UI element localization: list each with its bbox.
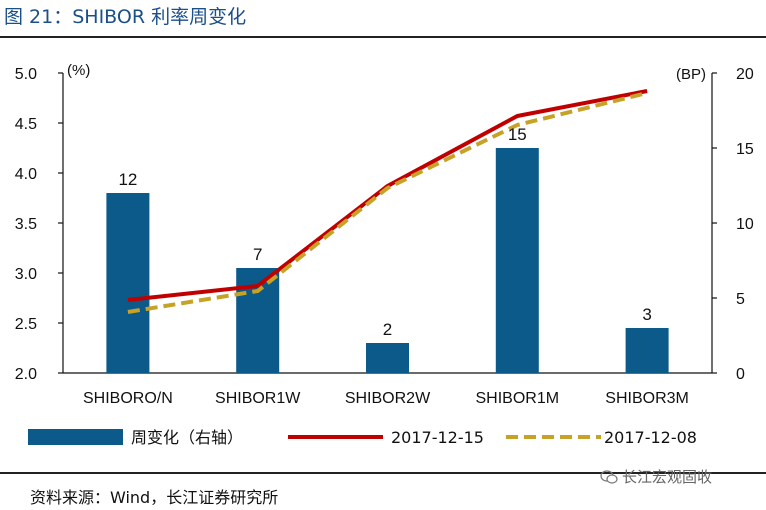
left-axis-unit: (%) xyxy=(67,62,90,79)
line-series xyxy=(127,89,648,314)
legend-label-line-2: 2017-12-08 xyxy=(604,428,697,447)
bar xyxy=(495,148,539,373)
bar-series xyxy=(106,148,669,373)
right-tick-label: 0 xyxy=(736,366,745,383)
bar-data-label: 3 xyxy=(642,305,651,324)
x-tick-label: SHIBOR3M xyxy=(605,390,689,407)
source-note: 资料来源：Wind，长江证券研究所 xyxy=(30,488,279,507)
bar-data-label: 2 xyxy=(383,320,392,339)
bar-data-label: 15 xyxy=(508,125,527,144)
left-tick-label: 2.0 xyxy=(15,366,37,383)
x-tick-label: SHIBORO/N xyxy=(83,390,173,407)
legend-label-bar: 周变化（右轴） xyxy=(131,428,243,447)
right-tick-label: 15 xyxy=(736,141,754,158)
right-tick-label: 20 xyxy=(736,66,754,83)
legend-label-line-1: 2017-12-15 xyxy=(391,428,484,447)
left-tick-label: 3.0 xyxy=(15,266,37,283)
bar-data-label: 7 xyxy=(253,245,262,264)
watermark: 长江宏观固收 xyxy=(600,466,712,487)
left-tick-label: 2.5 xyxy=(15,316,37,333)
chart-axes: 2.0 2.5 3.0 3.5 4.0 4.5 5.0 0 5 10 15 20 (%) (BP) SHIB… xyxy=(15,62,754,407)
bar xyxy=(106,193,150,373)
footer-divider xyxy=(0,472,766,474)
right-tick-label: 5 xyxy=(736,291,745,308)
right-tick-label: 10 xyxy=(736,216,754,233)
left-tick-label: 4.5 xyxy=(15,116,37,133)
watermark-text: 长江宏观固收 xyxy=(622,468,713,486)
page-title: 图 21：SHIBOR 利率周变化 xyxy=(4,6,247,28)
right-axis-unit: (BP) xyxy=(676,66,706,83)
chart: 2.0 2.5 3.0 3.5 4.0 4.5 5.0 0 5 10 15 20 (%) (BP) SHIB… xyxy=(15,62,754,447)
line-2017-12-15 xyxy=(127,89,648,302)
x-tick-label: SHIBOR1M xyxy=(476,390,560,407)
title-divider xyxy=(0,36,766,38)
bar xyxy=(625,328,669,373)
legend-swatch-bar xyxy=(28,429,123,445)
chart-legend: 周变化（右轴） 2017-12-15 2017-12-08 xyxy=(28,428,697,447)
left-tick-label: 3.5 xyxy=(15,216,37,233)
bar xyxy=(366,343,409,373)
x-tick-label: SHIBOR2W xyxy=(345,390,431,407)
chart-labels: 12 7 2 15 3 xyxy=(118,125,651,339)
line-2017-12-08 xyxy=(127,91,648,314)
left-tick-label: 5.0 xyxy=(15,66,37,83)
x-tick-label: SHIBOR1W xyxy=(215,390,301,407)
bar-data-label: 12 xyxy=(118,170,137,189)
left-tick-label: 4.0 xyxy=(15,166,37,183)
wechat-icon xyxy=(600,469,618,484)
